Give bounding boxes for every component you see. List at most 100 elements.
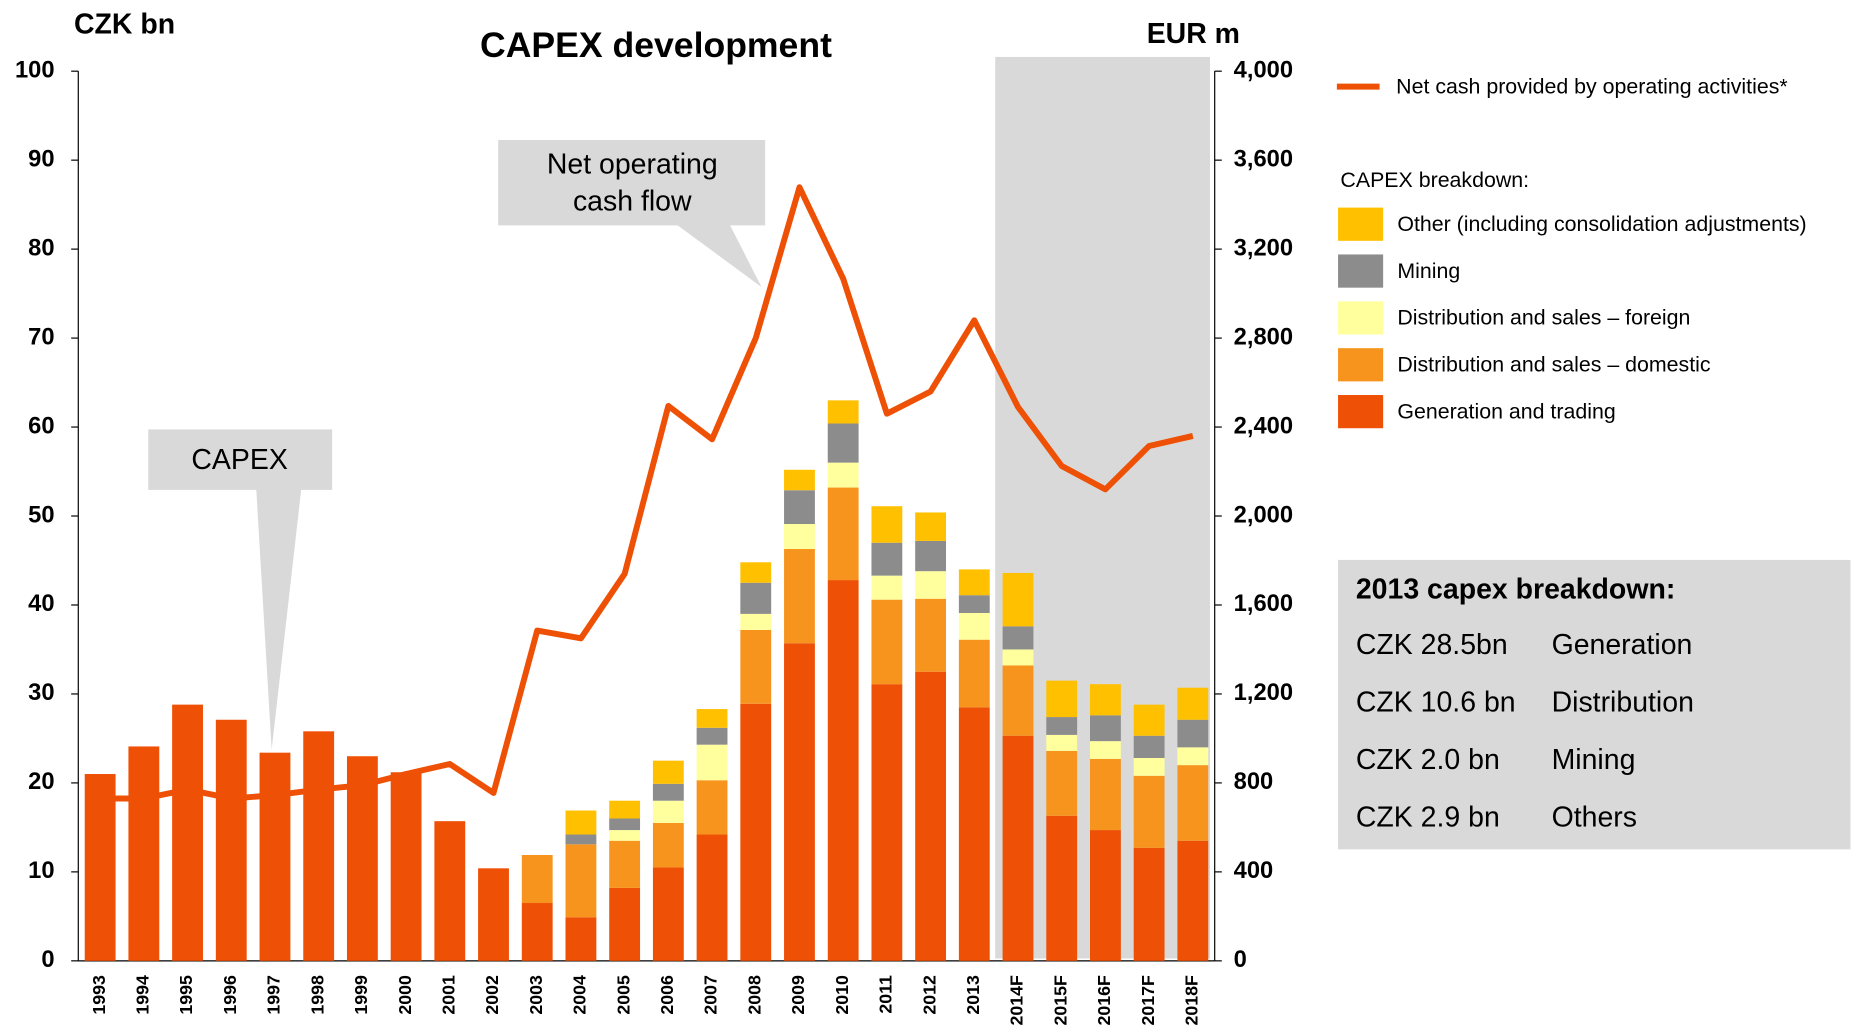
y-tick-label: 30 — [28, 680, 54, 706]
x-tick-label: 2012 — [919, 975, 939, 1015]
y2-tick-label: 2,800 — [1234, 324, 1293, 350]
legend-swatch — [1338, 254, 1384, 288]
bar-segment — [1090, 741, 1121, 759]
bar-segment — [565, 810, 597, 835]
y-tick-label: 80 — [28, 235, 54, 261]
bar-segment — [915, 540, 947, 572]
bar-segment — [871, 684, 903, 961]
bar-segment — [696, 744, 728, 781]
legend-label: Mining — [1397, 259, 1460, 283]
bar-segment — [609, 830, 641, 841]
bar-segment — [1177, 719, 1209, 748]
y2-tick-label: 400 — [1234, 858, 1274, 884]
x-tick-label: 2014F — [1007, 975, 1027, 1026]
bar-segment — [1177, 765, 1209, 841]
bar-segment — [1133, 735, 1165, 759]
legend-label: Distribution and sales – foreign — [1397, 306, 1690, 330]
breakdown-category: Distribution — [1552, 687, 1694, 719]
bar-segment — [915, 512, 947, 541]
bar-segment — [1133, 775, 1165, 848]
x-tick-label: 1999 — [351, 975, 371, 1015]
bar-segment — [346, 756, 378, 961]
x-tick-label: 2000 — [395, 975, 415, 1015]
bar-segment — [1046, 680, 1078, 718]
bar-segment — [871, 575, 903, 600]
bar-segment — [565, 917, 597, 961]
bar-segment — [652, 800, 684, 823]
x-tick-label: 2015F — [1050, 975, 1070, 1026]
breakdown-rows: CZK 28.5bn Generation CZK 10.6 bn Distribut… — [1356, 629, 1694, 834]
y-tick-label: 60 — [28, 413, 54, 439]
bar-segment — [390, 772, 422, 961]
y-tick-label: 70 — [28, 324, 54, 350]
bar-segment — [652, 822, 684, 868]
bar-segment — [1090, 758, 1121, 831]
annotation: CAPEX — [191, 444, 287, 476]
bar-segment — [652, 783, 684, 801]
y-tick-label: 50 — [28, 502, 54, 528]
bar-segment — [871, 506, 903, 543]
y2-tick-label: 0 — [1234, 947, 1247, 973]
y-tick-label: 0 — [41, 947, 54, 973]
bar-segment — [434, 821, 466, 961]
x-tick-label: 2010 — [832, 975, 852, 1015]
legend-label: Other (including consolidation adjustmen… — [1397, 212, 1806, 236]
bar-segment — [1002, 735, 1034, 961]
bar-segment — [303, 731, 335, 961]
y2-tick-label: 4,000 — [1234, 57, 1293, 83]
bar-segment — [1002, 626, 1034, 650]
y2-tick-label: 3,200 — [1234, 235, 1293, 261]
breakdown-amount: CZK 10.6 bn — [1356, 687, 1516, 719]
x-tick-label: 2008 — [744, 975, 764, 1015]
bar-segment — [1046, 815, 1078, 961]
x-tick-label: 1993 — [89, 975, 109, 1015]
bar-segment — [609, 887, 641, 961]
bar-segment — [871, 542, 903, 576]
annotation: Net operating — [547, 149, 718, 181]
bar-segment — [1133, 847, 1165, 961]
bar-segment — [958, 612, 990, 640]
bar-segment — [696, 780, 728, 835]
plot: 0 10 20 30 40 50 60 70 80 90 100 0 400 800 1,200 1,600 2… — [15, 57, 1807, 1025]
breakdown-category: Generation — [1552, 629, 1693, 661]
y-tick-label: 90 — [28, 146, 54, 172]
legend-title: CAPEX breakdown: — [1340, 168, 1529, 192]
x-tick-label: 1996 — [220, 975, 240, 1015]
breakdown-title: 2013 capex breakdown: — [1356, 573, 1675, 605]
bar-segment — [958, 639, 990, 708]
y2-tick-label: 2,400 — [1234, 413, 1293, 439]
bar-segment — [740, 703, 772, 961]
y-tick-label: 40 — [28, 591, 54, 617]
bar-segment — [565, 844, 597, 918]
breakdown-category: Mining — [1552, 744, 1636, 776]
x-tick-label: 2007 — [701, 975, 721, 1015]
bar-segment — [1090, 830, 1121, 961]
bar-segment — [827, 462, 859, 488]
callout-box — [148, 429, 333, 490]
bar-segment — [609, 818, 641, 831]
bar-segment — [827, 580, 859, 961]
y-tick-label: 20 — [28, 769, 54, 795]
x-tick-label: 2004 — [570, 975, 590, 1015]
x-tick-label: 2013 — [963, 975, 983, 1015]
y2-tick-label: 1,200 — [1234, 680, 1293, 706]
x-tick-label: 2006 — [657, 975, 677, 1015]
annotation: cash flow — [573, 185, 692, 217]
line-series — [100, 184, 1194, 802]
x-tick-label: 2018F — [1182, 975, 1202, 1026]
bar-segment — [958, 595, 990, 613]
bar-segment — [1002, 665, 1034, 736]
x-tick-label: 2011 — [876, 975, 896, 1014]
bar-segment — [1046, 717, 1078, 735]
bar-segment — [958, 569, 990, 596]
bar-segment — [827, 423, 859, 463]
x-tick-label: 2009 — [788, 975, 808, 1015]
bar-segment — [1090, 684, 1121, 716]
y2-tick-label: 2,000 — [1234, 502, 1293, 528]
bar-segment — [259, 752, 291, 961]
bar-segment — [871, 599, 903, 685]
callout-box — [498, 139, 766, 226]
bar-segment — [609, 800, 641, 819]
breakdown-amount: CZK 2.0 bn — [1356, 744, 1500, 776]
